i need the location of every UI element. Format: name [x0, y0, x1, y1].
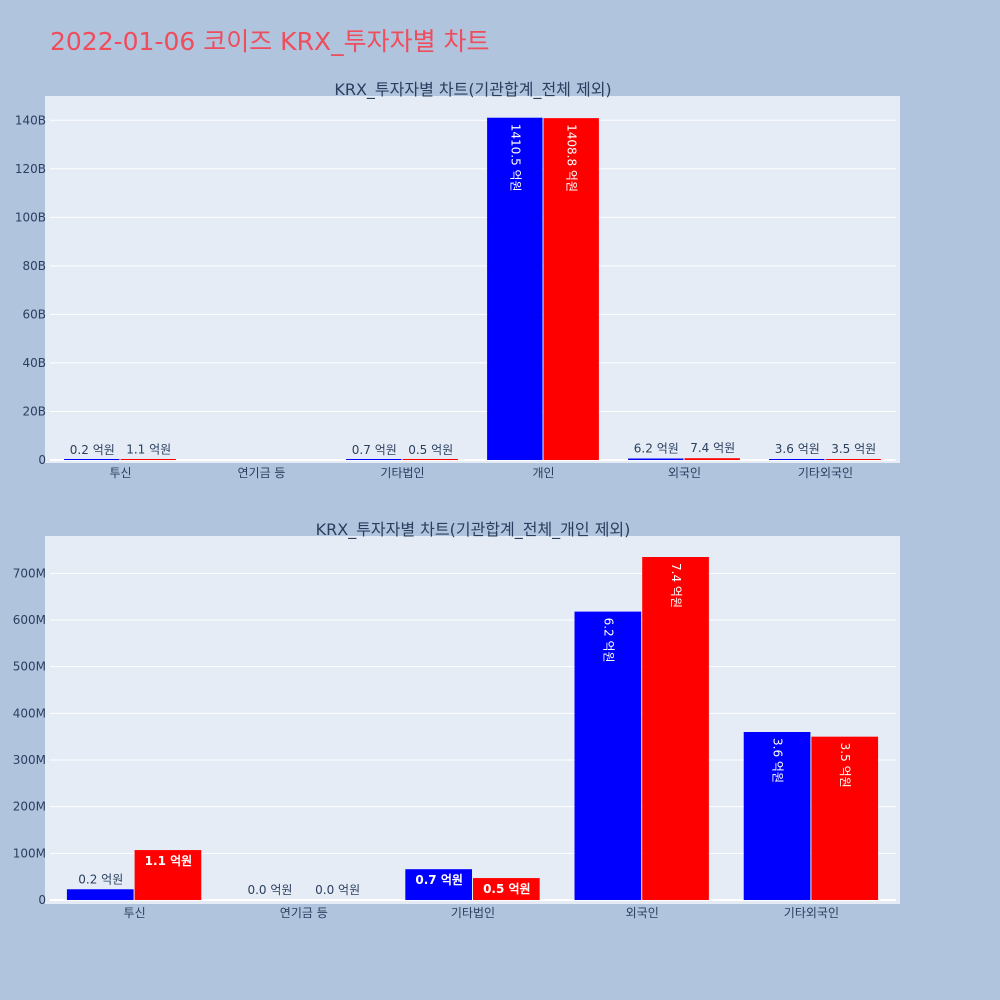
- bar: [769, 459, 825, 460]
- y-tick-label: 200M: [13, 800, 46, 814]
- y-tick-label: 100B: [15, 210, 46, 224]
- chart-excl-individual: KRX_투자자별 차트(기관합계_전체_개인 제외) 0.2 억원 0.0 억원 0…: [13, 520, 900, 920]
- bar: [743, 732, 811, 900]
- bar: [346, 459, 402, 460]
- data-label: 7.4 억원: [690, 441, 735, 455]
- chart-title: KRX_투자자별 차트(기관합계_전체 제외): [334, 80, 611, 100]
- bar: [825, 459, 881, 460]
- x-tick-label: 외국인: [626, 906, 659, 920]
- bar: [64, 459, 120, 460]
- bar: [473, 878, 540, 900]
- y-tick-label: 300M: [13, 753, 46, 767]
- chart-all-excl-institution: KRX_투자자별 차트(기관합계_전체 제외) 0.2 억원 0.7 억원 1410…: [15, 80, 900, 480]
- page-title: 2022-01-06 코이즈 KRX_투자자별 차트: [50, 27, 490, 56]
- data-label: 3.5 억원: [831, 442, 876, 456]
- bar: [134, 850, 202, 900]
- bar: [402, 459, 458, 460]
- y-tick-label: 0: [38, 893, 46, 907]
- x-tick-label: 개인: [532, 466, 554, 480]
- bar: [574, 611, 642, 900]
- y-tick-label: 0: [38, 453, 46, 467]
- data-label: 6.2 억원: [601, 618, 615, 663]
- bar: [120, 459, 176, 460]
- x-tick-label: 기타법인: [451, 906, 495, 920]
- y-tick-label: 700M: [13, 566, 46, 580]
- data-label: 1.1 억원: [126, 443, 171, 457]
- data-label: 3.6 억원: [771, 738, 785, 783]
- y-tick-label: 40B: [22, 356, 46, 370]
- x-tick-label: 연기금 등: [238, 466, 286, 480]
- bar: [684, 458, 740, 460]
- chart-title: KRX_투자자별 차트(기관합계_전체_개인 제외): [316, 520, 631, 540]
- y-tick-label: 100M: [13, 846, 46, 860]
- x-tick-label: 외국인: [668, 466, 701, 480]
- data-label: 0.7 억원: [352, 443, 397, 457]
- bar: [405, 869, 472, 900]
- data-label: 1.1 억원: [145, 854, 193, 868]
- data-label: 6.2 억원: [634, 442, 679, 456]
- data-label: 0.2 억원: [70, 443, 115, 457]
- data-label: 0.2 억원: [78, 872, 123, 886]
- data-label: 7.4 억원: [669, 563, 683, 608]
- x-tick-label: 투신: [109, 466, 131, 480]
- data-label: 3.6 억원: [775, 442, 820, 456]
- data-label: 0.0 억원: [315, 883, 360, 897]
- bar: [628, 458, 684, 460]
- plot-area: [45, 96, 900, 463]
- y-tick-label: 80B: [22, 259, 46, 273]
- data-label: 0.0 억원: [247, 883, 292, 897]
- y-tick-label: 20B: [22, 404, 46, 418]
- y-tick-label: 500M: [13, 660, 46, 674]
- bar: [642, 557, 709, 900]
- data-label: 0.5 억원: [408, 443, 453, 457]
- bar: [487, 117, 543, 461]
- y-tick-label: 400M: [13, 706, 46, 720]
- y-tick-label: 60B: [22, 307, 46, 321]
- y-tick-label: 600M: [13, 613, 46, 627]
- x-tick-label: 기타외국인: [798, 466, 853, 480]
- data-label: 1408.8 억원: [565, 124, 579, 192]
- bar: [543, 118, 599, 460]
- bar: [66, 889, 134, 900]
- y-tick-label: 140B: [15, 113, 46, 127]
- x-tick-label: 기타법인: [380, 466, 424, 480]
- data-label: 3.5 억원: [838, 743, 852, 788]
- x-tick-label: 연기금 등: [280, 906, 328, 920]
- data-label: 1410.5 억원: [508, 124, 522, 192]
- data-label: 0.7 억원: [415, 873, 463, 887]
- x-tick-label: 투신: [124, 906, 146, 920]
- bar: [811, 736, 879, 900]
- x-tick-label: 기타외국인: [784, 906, 839, 920]
- data-label: 0.5 억원: [483, 882, 531, 896]
- y-tick-label: 120B: [15, 162, 46, 176]
